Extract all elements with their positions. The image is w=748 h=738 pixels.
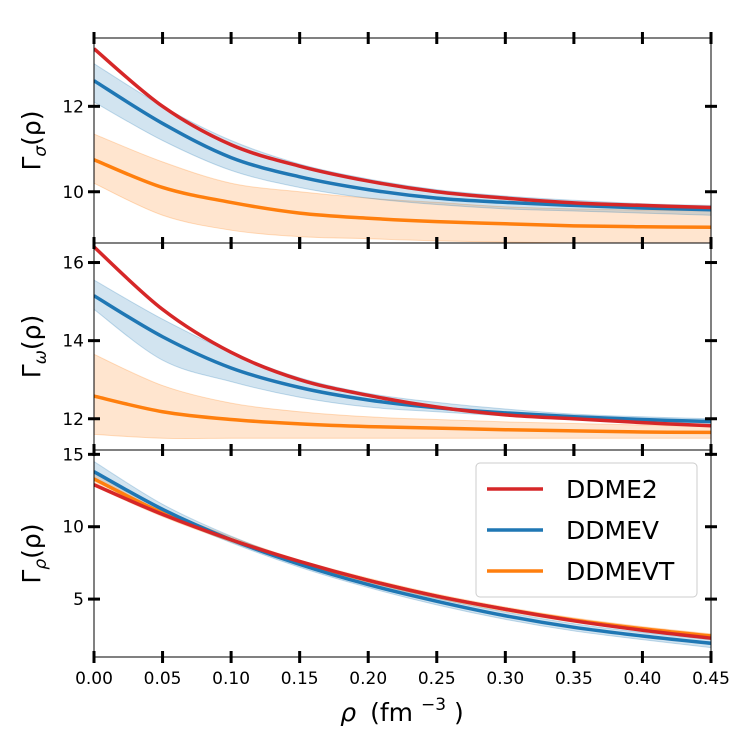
y-tick-label: 5 — [73, 590, 84, 610]
line-ddme2-panel-3 — [94, 483, 711, 640]
y-tick-label: 12 — [62, 410, 84, 430]
legend-label-ddme2: DDME2 — [566, 475, 658, 504]
legend-label-ddmevt: DDMEVT — [566, 557, 675, 586]
panel-3-frame — [93, 449, 712, 658]
x-tick-label: 0.05 — [144, 669, 182, 689]
panel-2: 12 14 16 Γω(ρ) — [17, 237, 717, 456]
x-tick-label: 0.00 — [75, 669, 113, 689]
x-axis-unit-exponent: −3 — [421, 695, 446, 715]
y-axis-title-gamma: Γ — [17, 157, 46, 171]
panel-3-plot-area — [94, 460, 711, 649]
line-ddmevt-panel-2 — [94, 394, 711, 435]
x-tick-label: 0.30 — [486, 669, 524, 689]
line-ddmev-panel-1 — [94, 79, 711, 212]
legend: DDME2 DDMEV DDMEVT — [475, 462, 698, 598]
y-tick-label: 10 — [62, 183, 84, 203]
x-tick-label: 0.15 — [281, 669, 319, 689]
y-axis-title-panel-3: Γρ(ρ) — [17, 523, 51, 583]
line-ddmevt-panel-1 — [94, 158, 711, 229]
y-axis-title-gamma: Γ — [17, 364, 46, 378]
x-axis-symbol: ρ — [340, 698, 356, 727]
band-ddmevt-panel-2 — [94, 353, 711, 440]
x-axis-unit-close: ) — [454, 698, 464, 727]
panel-1-plot-area — [94, 47, 711, 243]
x-tick-label: 0.40 — [624, 669, 662, 689]
y-axis-title-argument: (ρ) — [17, 315, 46, 350]
legend-box — [475, 462, 698, 598]
line-ddme2-panel-2 — [94, 245, 711, 428]
y-axis-title-subscript: ρ — [31, 559, 51, 570]
x-tick-label: 0.45 — [692, 669, 730, 689]
y-tick-label: 15 — [62, 445, 84, 465]
panel-3: 5 10 15 Γρ(ρ) — [17, 444, 717, 663]
line-ddmev-panel-3 — [94, 470, 711, 645]
x-axis-unit: (fm — [370, 698, 413, 727]
y-axis-title-subscript: σ — [31, 145, 51, 157]
y-tick-label: 16 — [62, 254, 84, 274]
y-tick-label: 10 — [62, 518, 84, 538]
legend-label-ddmev: DDMEV — [566, 516, 659, 545]
y-axis-title-argument: (ρ) — [17, 523, 46, 558]
y-axis-title-subscript: ω — [31, 350, 51, 364]
x-tick-label: 0.10 — [212, 669, 250, 689]
x-tick-label: 0.35 — [555, 669, 593, 689]
line-ddmev-panel-2 — [94, 294, 711, 424]
y-axis-title-gamma: Γ — [17, 570, 46, 584]
line-ddme2-panel-1 — [94, 47, 711, 210]
panel-2-plot-area — [94, 245, 711, 440]
x-axis-title: ρ (fm −3 ) — [340, 687, 463, 727]
y-axis-title-panel-2: Γω(ρ) — [17, 315, 51, 379]
y-tick-label: 14 — [62, 332, 84, 352]
panel-1: 10 12 Γσ(ρ) — [17, 32, 717, 249]
band-ddmevt-panel-1 — [94, 133, 711, 243]
y-axis-title-argument: (ρ) — [17, 110, 46, 145]
svg-text:ρ (fm −3 ): ρ (fm −3 ) — [340, 687, 463, 727]
y-tick-label: 12 — [62, 97, 84, 117]
x-tick-label: 0.20 — [349, 669, 387, 689]
y-axis-title-panel-1: Γσ(ρ) — [17, 110, 51, 170]
x-tick-label: 0.25 — [418, 669, 456, 689]
